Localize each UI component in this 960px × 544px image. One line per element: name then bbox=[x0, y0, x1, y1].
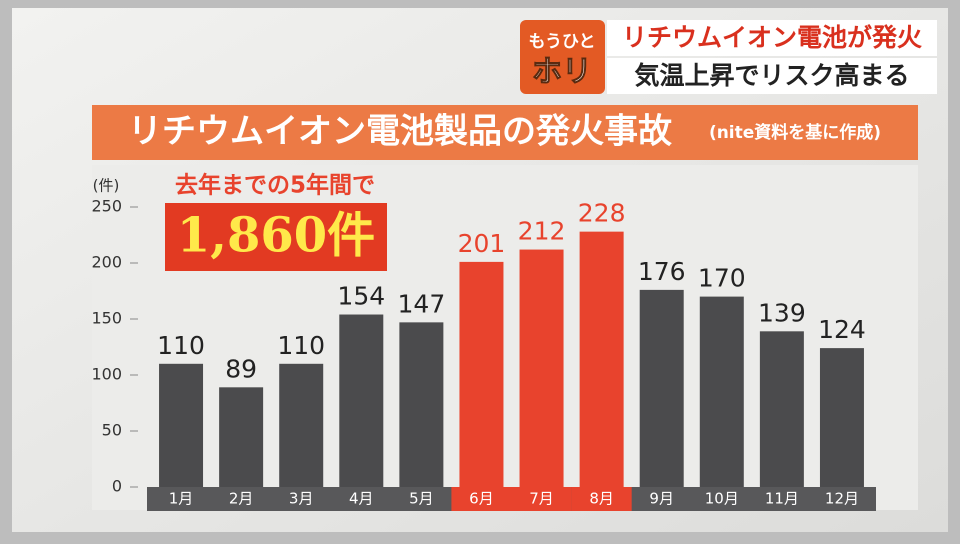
y-tick-label: 0 bbox=[112, 477, 122, 496]
value-label: 147 bbox=[398, 289, 446, 318]
logo-bottom: ホリ bbox=[532, 55, 592, 90]
y-tick-label: 100 bbox=[91, 365, 122, 384]
y-unit: (件) bbox=[93, 177, 120, 195]
value-label: 139 bbox=[758, 298, 806, 327]
bar bbox=[699, 296, 744, 487]
x-tick-label: 9月 bbox=[649, 490, 674, 508]
bar bbox=[339, 314, 384, 487]
category-highlight bbox=[451, 487, 512, 511]
annotation-top: 去年までの5年間で bbox=[175, 172, 375, 199]
y-tick-label: 150 bbox=[91, 309, 122, 328]
x-tick-label: 11月 bbox=[765, 490, 799, 508]
value-label: 212 bbox=[518, 217, 566, 246]
x-tick-label: 6月 bbox=[469, 490, 494, 508]
annotation-total: 1,860件 bbox=[177, 208, 375, 264]
category-highlight bbox=[511, 487, 572, 511]
bar bbox=[459, 261, 504, 487]
logo-top: もうひと bbox=[529, 32, 596, 52]
bar bbox=[399, 322, 444, 487]
banner-line1-bg bbox=[607, 20, 937, 56]
x-tick-label: 2月 bbox=[229, 490, 254, 508]
value-label: 201 bbox=[458, 229, 506, 258]
bar bbox=[579, 231, 624, 487]
value-label: 110 bbox=[157, 331, 205, 360]
banner-line2: 気温上昇でリスク高まる bbox=[634, 61, 909, 90]
value-label: 170 bbox=[698, 264, 746, 293]
x-tick-label: 10月 bbox=[705, 490, 739, 508]
logo-box bbox=[520, 20, 605, 94]
banner-line2-bg bbox=[607, 58, 937, 94]
bar bbox=[759, 331, 804, 487]
x-tick-label: 3月 bbox=[289, 490, 314, 508]
value-label: 176 bbox=[638, 257, 686, 286]
value-label: 124 bbox=[818, 315, 866, 344]
x-tick-label: 8月 bbox=[589, 490, 614, 508]
bar bbox=[159, 363, 204, 487]
value-label: 110 bbox=[277, 331, 325, 360]
bar bbox=[219, 387, 264, 487]
source: (nite資料を基に作成) bbox=[709, 122, 881, 143]
annotation-box bbox=[165, 203, 387, 271]
title-bar bbox=[92, 105, 918, 160]
banner-line1: リチウムイオン電池が発火 bbox=[622, 23, 922, 52]
value-label: 89 bbox=[225, 354, 257, 383]
y-tick-label: 250 bbox=[91, 197, 122, 216]
x-tick-label: 4月 bbox=[349, 490, 374, 508]
bar bbox=[279, 363, 324, 487]
y-tick-label: 200 bbox=[91, 253, 122, 272]
x-tick-label: 1月 bbox=[169, 490, 194, 508]
value-label: 228 bbox=[578, 199, 626, 228]
x-tick-label: 7月 bbox=[529, 490, 554, 508]
bar bbox=[819, 348, 864, 487]
y-tick-label: 50 bbox=[102, 421, 122, 440]
bar bbox=[639, 289, 684, 487]
bar bbox=[519, 249, 564, 487]
x-tick-label: 12月 bbox=[825, 490, 859, 508]
value-label: 154 bbox=[337, 282, 385, 311]
x-tick-label: 5月 bbox=[409, 490, 434, 508]
category-highlight bbox=[571, 487, 632, 511]
chart-title: リチウムイオン電池製品の発火事故 bbox=[128, 112, 672, 152]
